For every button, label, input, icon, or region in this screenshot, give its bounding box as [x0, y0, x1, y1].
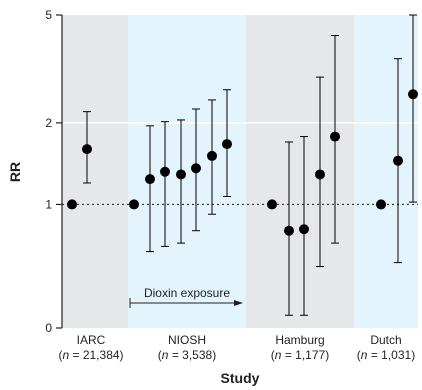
band-hamburg: [246, 15, 354, 328]
rr-point: [67, 199, 77, 210]
rr-point: [376, 199, 386, 210]
point-estimates: [67, 89, 418, 236]
study-labels: IARC(n = 21,384)NIOSH(n = 3,538)Hamburg(…: [58, 333, 415, 362]
band-iarc: [62, 15, 128, 328]
study-name-iarc: IARC: [77, 333, 106, 347]
rr-point: [267, 199, 277, 210]
study-n-iarc: (n = 21,384): [58, 348, 123, 362]
y-tick-label: 2: [45, 116, 52, 130]
rr-point: [129, 199, 139, 210]
rr-point: [299, 224, 309, 235]
arrowhead-icon: [234, 300, 243, 306]
rr-point: [82, 144, 92, 155]
study-n-dutch: (n = 1,031): [357, 348, 415, 362]
rr-point: [176, 169, 186, 180]
rr-point: [284, 225, 294, 236]
band-dutch: [354, 15, 418, 328]
rr-point: [160, 166, 170, 177]
rr-point: [145, 174, 155, 185]
study-bands: [62, 15, 418, 328]
rr-point: [330, 131, 340, 142]
study-name-dutch: Dutch: [370, 333, 401, 347]
rr-point: [393, 155, 403, 166]
band-niosh: [128, 15, 246, 328]
rr-point: [315, 169, 325, 180]
study-n-niosh: (n = 3,538): [158, 348, 216, 362]
rr-point: [222, 139, 232, 150]
study-name-niosh: NIOSH: [168, 333, 206, 347]
y-axis: 0 1 2 5: [45, 8, 63, 335]
rr-point: [408, 89, 418, 100]
dioxin-exposure-label: Dioxin exposure: [144, 286, 230, 300]
rr-point: [207, 150, 217, 161]
rr-point: [191, 163, 201, 174]
x-axis-title: Study: [221, 370, 260, 386]
y-tick-label: 0: [45, 321, 52, 335]
dioxin-exposure-annotation: Dioxin exposure: [129, 286, 243, 308]
study-name-hamburg: Hamburg: [275, 333, 324, 347]
study-n-hamburg: (n = 1,177): [271, 348, 329, 362]
y-tick-label: 5: [45, 8, 52, 22]
y-tick-label: 1: [45, 197, 52, 211]
y-axis-title: RR: [7, 162, 23, 182]
